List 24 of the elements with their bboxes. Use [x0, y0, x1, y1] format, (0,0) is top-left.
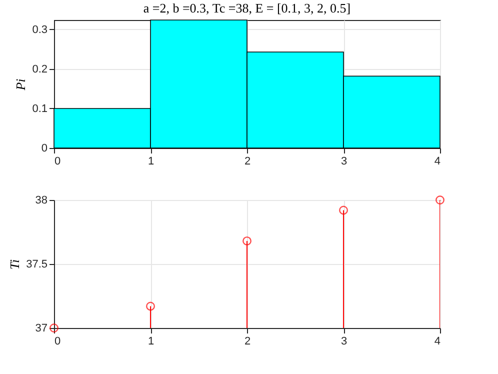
- x-tick-label: 1: [148, 156, 154, 168]
- y-axis-title: Ti: [7, 259, 22, 270]
- x-tick-label: 2: [244, 336, 251, 348]
- x-tick-label: 4: [434, 336, 440, 348]
- y-tick-label: 37: [35, 322, 48, 334]
- x-tick-label: 0: [54, 156, 61, 168]
- x-tick-label: 0: [54, 336, 61, 348]
- y-tick-label: 0: [41, 142, 48, 154]
- y-tick-label: 0.3: [32, 24, 48, 36]
- x-tick-label: 2: [244, 156, 251, 168]
- x-tick-label: 3: [340, 156, 348, 168]
- chart-title: a =2, b =0.3, Tc =38, E = [0.1, 3, 2, 0.5]: [143, 0, 351, 16]
- point: [436, 196, 444, 204]
- y-tick-label: 38: [35, 194, 48, 206]
- y-tick-label: 0.2: [32, 63, 48, 76]
- y-tick-label: 37.5: [26, 258, 48, 270]
- point: [146, 302, 155, 311]
- point: [242, 236, 252, 246]
- point: [339, 206, 348, 215]
- x-tick-label: 1: [148, 336, 154, 348]
- x-tick-label: 3: [340, 336, 348, 348]
- y-tick-label: 0.1: [32, 102, 48, 115]
- y-axis-title: Pi: [13, 78, 28, 92]
- x-tick-label: 4: [434, 156, 440, 168]
